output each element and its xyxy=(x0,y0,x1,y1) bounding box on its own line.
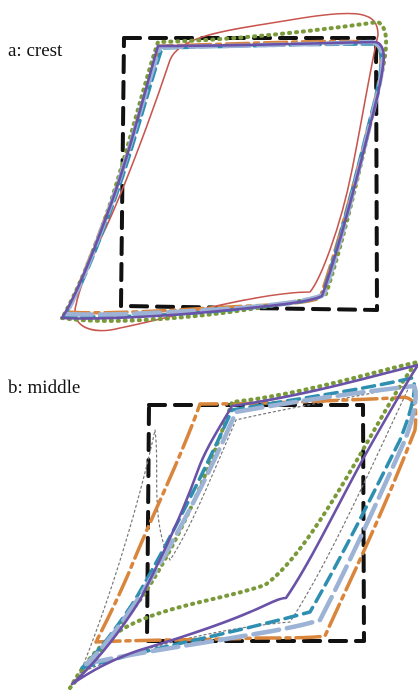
crest-lightblue-curve xyxy=(63,39,385,317)
middle-olive-curve xyxy=(68,360,418,690)
panel-label-middle: b: middle xyxy=(8,377,81,398)
panel-crest-curves xyxy=(60,12,389,332)
middle-gray-curve xyxy=(79,384,411,674)
crest-olive-curve xyxy=(60,20,389,323)
middle-reference-rectangle xyxy=(145,403,366,643)
panel-label-crest: a: crest xyxy=(8,40,63,61)
crest-reference-rectangle xyxy=(119,36,379,312)
crest-teal-curve xyxy=(62,42,384,319)
panel-middle-curves xyxy=(68,360,418,690)
crest-purple-curve xyxy=(60,40,386,320)
middle-lightblue-curve xyxy=(83,383,418,667)
middle-purple-curve xyxy=(70,363,418,686)
